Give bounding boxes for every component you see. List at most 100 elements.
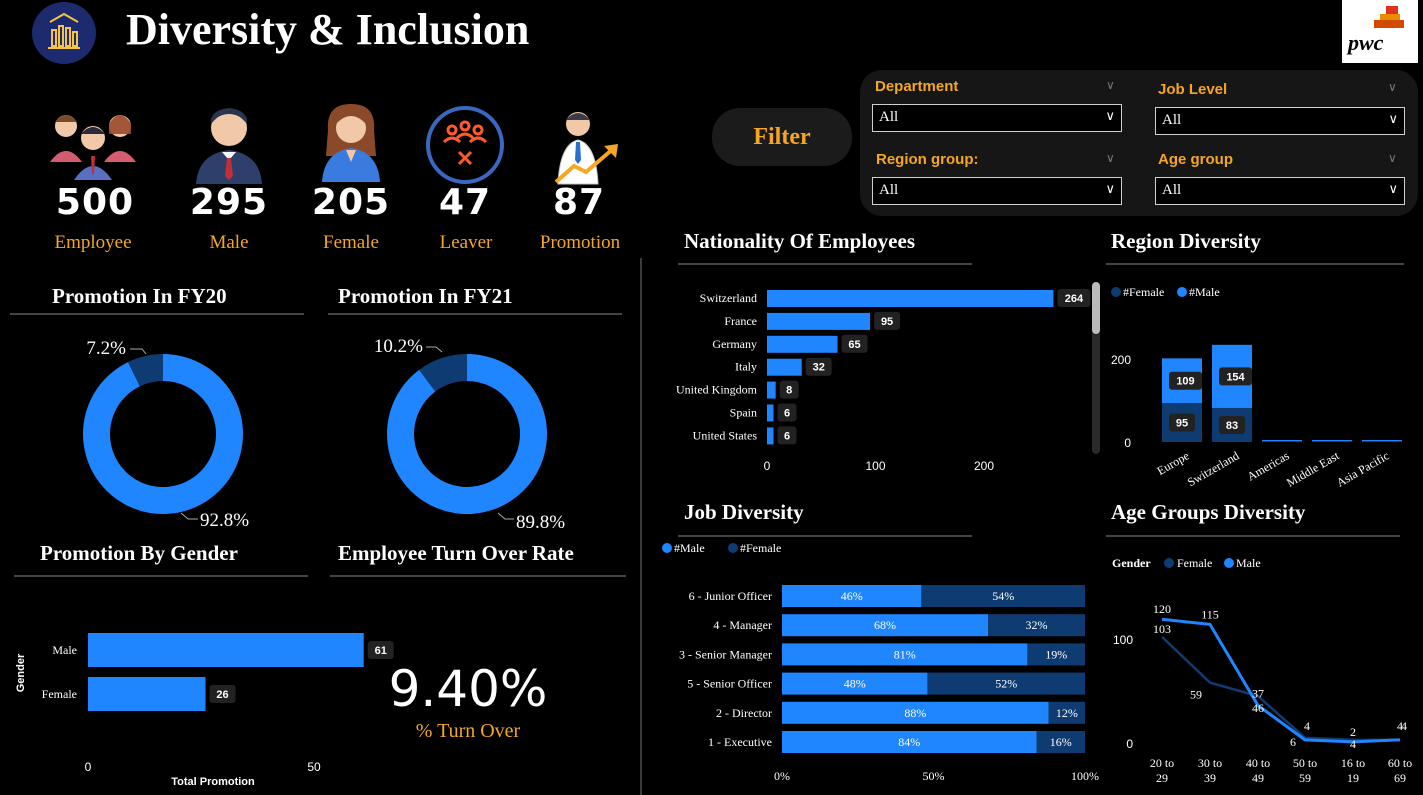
male-icon bbox=[196, 108, 262, 184]
nationality-bar-6 bbox=[767, 427, 774, 445]
region-title: Region Diversity bbox=[1111, 229, 1261, 253]
nationality-value-0: 264 bbox=[1065, 293, 1084, 305]
age-cat-0-b: 29 bbox=[1156, 771, 1168, 785]
chevron-down-icon[interactable]: ∨ bbox=[1106, 151, 1115, 165]
kpi-promotion-value: 87 bbox=[552, 182, 606, 223]
filter-button[interactable]: Filter bbox=[712, 108, 852, 166]
job-level-dropdown[interactable]: All ∨ bbox=[1155, 107, 1405, 135]
department-slicer-label: Department bbox=[875, 78, 959, 95]
divider bbox=[330, 575, 626, 577]
age-group-dropdown[interactable]: All ∨ bbox=[1155, 177, 1405, 205]
region-male-value-1: 154 bbox=[1226, 371, 1245, 383]
fy21-leader-1 bbox=[426, 346, 443, 353]
job-female-value-5: 16% bbox=[1050, 735, 1072, 749]
age-cat-2-b: 49 bbox=[1252, 771, 1264, 785]
job-tick-1: 50% bbox=[923, 769, 945, 783]
job-bar-male-1 bbox=[782, 614, 989, 637]
gender-value-1: 26 bbox=[216, 689, 228, 701]
nationality-value-5: 6 bbox=[784, 408, 790, 420]
nationality-cat-5: Spain bbox=[730, 406, 757, 420]
age-cat-1-b: 39 bbox=[1204, 771, 1216, 785]
nationality-tick-2: 200 bbox=[974, 459, 994, 473]
nationality-cat-3: Italy bbox=[735, 360, 757, 374]
chevron-down-icon[interactable]: ∨ bbox=[1388, 80, 1397, 94]
job-cat-1: 4 - Manager bbox=[713, 618, 772, 632]
age-male-value-4: 2 bbox=[1350, 725, 1356, 739]
kpi-leaver-value: 47 bbox=[438, 182, 492, 223]
kpi-promotion-label: Promotion bbox=[539, 232, 621, 253]
fy21-label-0: 89.8% bbox=[516, 512, 565, 533]
age-female-value-3: 6 bbox=[1290, 735, 1296, 749]
nationality-cat-1: France bbox=[724, 314, 757, 328]
kpi-employee-value: 500 bbox=[55, 182, 135, 223]
job-female-value-4: 12% bbox=[1056, 706, 1078, 720]
age-female-value-0: 103 bbox=[1153, 622, 1171, 636]
age-legend-dot-0 bbox=[1164, 558, 1174, 568]
employees-group-icon bbox=[50, 115, 136, 180]
age-male-value-2: 37 bbox=[1252, 687, 1264, 701]
age-female-value-2: 46 bbox=[1252, 701, 1264, 715]
nationality-value-6: 6 bbox=[784, 430, 790, 442]
region-cat-3: Middle East bbox=[1284, 448, 1342, 490]
age-legend-dot-1 bbox=[1224, 558, 1234, 568]
job-tick-0: 0% bbox=[774, 769, 790, 783]
vertical-divider bbox=[640, 258, 642, 795]
region-female-value-1: 83 bbox=[1226, 420, 1238, 432]
region-bar-female-4 bbox=[1362, 441, 1402, 442]
age-tick-0: 0 bbox=[1126, 737, 1133, 751]
turnover-title: Employee Turn Over Rate bbox=[338, 541, 574, 565]
chevron-down-icon: ∨ bbox=[1388, 181, 1398, 196]
age-male-value-1: 115 bbox=[1201, 607, 1219, 621]
nationality-value-4: 8 bbox=[786, 385, 792, 397]
job-bar-female-2 bbox=[1027, 643, 1085, 666]
region-female-value-1-bg bbox=[1219, 415, 1245, 434]
divider bbox=[1106, 263, 1404, 265]
nationality-bar-1 bbox=[767, 312, 871, 330]
nationality-bar-0 bbox=[767, 290, 1054, 307]
female-icon bbox=[322, 104, 380, 182]
region-group-dropdown[interactable]: All ∨ bbox=[872, 177, 1122, 205]
chevron-down-icon[interactable]: ∨ bbox=[1106, 78, 1115, 92]
chevron-down-icon[interactable]: ∨ bbox=[1388, 151, 1397, 165]
gender-bar-1 bbox=[88, 677, 206, 711]
age-legend-0: Female bbox=[1177, 556, 1212, 570]
region-female-value-0-bg bbox=[1169, 413, 1195, 432]
age-legend-1: Male bbox=[1236, 556, 1261, 570]
job-bar-male-3 bbox=[782, 672, 928, 695]
region-tick-0: 0 bbox=[1124, 436, 1131, 450]
job-male-value-3: 48% bbox=[844, 677, 866, 691]
fy20-leader-0 bbox=[180, 512, 198, 520]
kpi-female-value: 205 bbox=[311, 182, 391, 223]
age-cat-1: 30 to bbox=[1198, 756, 1222, 770]
nationality-value-1-bg bbox=[874, 311, 901, 330]
gender-tick-1: 50 bbox=[307, 760, 321, 774]
age-line-1 bbox=[1161, 617, 1401, 744]
region-group-slicer-label: Region group: bbox=[876, 151, 979, 168]
job-cat-2: 3 - Senior Manager bbox=[679, 647, 772, 661]
age-male-value-3: 4 bbox=[1304, 719, 1310, 733]
fy20-label-1: 7.2% bbox=[86, 338, 126, 359]
job-bar-female-3 bbox=[927, 672, 1085, 695]
divider bbox=[1106, 535, 1400, 537]
nationality-value-3: 32 bbox=[813, 362, 825, 374]
kpi-female-label: Female bbox=[323, 232, 379, 253]
nationality-cat-0: Switzerland bbox=[700, 291, 757, 305]
nationality-value-2-bg bbox=[841, 334, 868, 353]
gender-cat-0: Male bbox=[52, 643, 77, 657]
job-bar-female-1 bbox=[988, 614, 1085, 637]
region-bar-male-3 bbox=[1312, 440, 1352, 441]
age-group-value: All bbox=[1162, 182, 1182, 198]
region-bar-female-2 bbox=[1262, 441, 1302, 442]
job-male-value-0: 46% bbox=[841, 589, 863, 603]
chevron-down-icon: ∨ bbox=[1105, 181, 1115, 196]
job-cat-0: 6 - Junior Officer bbox=[689, 589, 772, 603]
age-cat-3-b: 59 bbox=[1299, 771, 1311, 785]
department-dropdown[interactable]: All ∨ bbox=[872, 104, 1122, 132]
age-cat-0: 20 to bbox=[1150, 756, 1174, 770]
building-chart-icon bbox=[48, 12, 80, 49]
age-cat-5-b: 69 bbox=[1394, 771, 1406, 785]
nationality-value-3-bg bbox=[805, 357, 832, 376]
job-level-value: All bbox=[1162, 112, 1182, 128]
gender-tick-0: 0 bbox=[85, 760, 92, 774]
nationality-tick-1: 100 bbox=[865, 459, 885, 473]
